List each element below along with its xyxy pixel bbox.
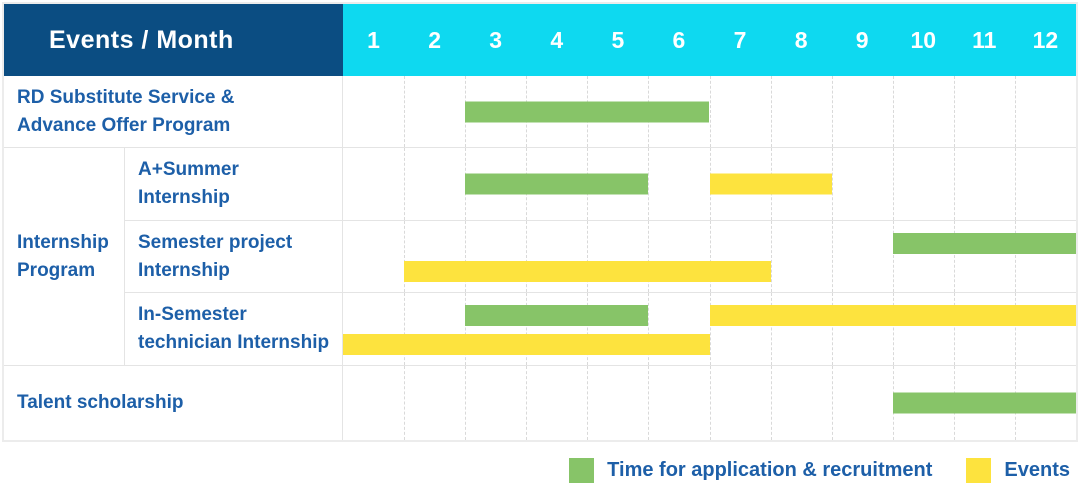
- table-body: RD Substitute Service & Advance Offer Pro…: [4, 76, 1076, 440]
- green-gantt-bar: [892, 392, 1076, 414]
- month-grid-line: [587, 366, 589, 440]
- green-gantt-bar: [892, 233, 1076, 254]
- row-label: RD Substitute Service & Advance Offer Pro…: [4, 76, 343, 148]
- month-grid-line: [892, 76, 894, 147]
- row-chart-area: [343, 366, 1076, 440]
- month-grid-line: [892, 293, 894, 365]
- yellow-gantt-bar: [709, 173, 832, 195]
- month-tick: 1: [367, 26, 380, 53]
- month-grid-line: [1014, 148, 1016, 220]
- month-tick: 9: [855, 26, 869, 53]
- sub-row-label-line: Semester project: [138, 231, 293, 253]
- month-tick: 7: [733, 26, 747, 53]
- month-grid-line: [709, 293, 711, 365]
- sub-row-label: Semester project Internship: [125, 221, 343, 293]
- month-grid-line: [892, 221, 894, 292]
- sub-row-label: In-Semester technician Internship: [125, 293, 343, 366]
- month-grid-line: [953, 148, 955, 220]
- month-tick: 3: [489, 26, 503, 53]
- month-grid-line: [648, 148, 650, 220]
- month-grid-line: [648, 221, 650, 292]
- month-grid-line: [953, 76, 955, 147]
- table-header-row: Events / Month 1 2 3 4 5 6 7 8 9 10 11 12: [4, 4, 1076, 76]
- month-grid-line: [648, 293, 650, 365]
- month-grid-line: [1014, 221, 1016, 292]
- month-grid-line: [526, 293, 528, 365]
- green-gantt-bar: [465, 101, 710, 122]
- group-label-line: Program: [17, 259, 96, 281]
- row-label-line: RD Substitute Service &: [17, 86, 235, 108]
- row-label-line: Talent scholarship: [17, 392, 184, 413]
- month-tick: 4: [550, 26, 564, 53]
- sub-row-label-line: A+Summer: [138, 159, 239, 180]
- month-grid-line: [831, 148, 833, 220]
- legend-label: Time for application & recruitment: [607, 458, 933, 481]
- sub-row-label-line: In-Semester: [138, 304, 247, 325]
- month-grid-line: [953, 221, 955, 292]
- month-tick: 8: [794, 26, 808, 53]
- month-grid-line: [404, 148, 406, 220]
- row-chart-area: [343, 221, 1076, 293]
- month-grid-line: [709, 366, 711, 440]
- month-grid-line: [831, 221, 833, 292]
- legend: Time for application & recruitment Events: [569, 452, 1070, 488]
- group-label-line: Internship: [17, 231, 109, 253]
- events-month-header-title: Events / Month: [4, 4, 343, 76]
- month-tick: 12: [1032, 26, 1059, 53]
- row-label-line: Advance Offer Program: [17, 114, 231, 136]
- month-tick: 6: [672, 26, 686, 53]
- month-grid-line: [770, 76, 772, 147]
- legend-label: Events: [1004, 458, 1070, 481]
- green-legend-swatch-icon: [569, 457, 595, 483]
- yellow-gantt-bar: [343, 334, 710, 355]
- month-grid-line: [953, 293, 955, 365]
- month-header: 1 2 3 4 5 6 7 8 9 10 11 12: [343, 4, 1076, 76]
- month-grid-line: [465, 221, 467, 292]
- month-grid-line: [648, 366, 650, 440]
- month-grid-line: [831, 366, 833, 440]
- month-grid-line: [404, 293, 406, 365]
- events-month-table: Events / Month 1 2 3 4 5 6 7 8 9 10 11 12 RD Substi…: [2, 2, 1078, 442]
- row-label: Talent scholarship: [4, 366, 343, 440]
- sub-row-label-line: Internship: [138, 187, 230, 208]
- month-grid-line: [770, 366, 772, 440]
- month-grid-line: [770, 293, 772, 365]
- legend-item-yellow: Events: [966, 457, 1070, 483]
- month-tick: 5: [611, 26, 625, 53]
- row-chart-area: [343, 76, 1076, 148]
- green-gantt-bar: [465, 173, 649, 195]
- month-grid-line: [770, 221, 772, 292]
- row-chart-area: [343, 293, 1076, 366]
- month-grid-line: [831, 76, 833, 147]
- month-grid-line: [892, 148, 894, 220]
- sub-row-label: A+Summer Internship: [125, 148, 343, 221]
- yellow-legend-swatch-icon: [966, 457, 992, 483]
- sub-row-label-line: technician Internship: [138, 332, 330, 353]
- month-grid-line: [1014, 293, 1016, 365]
- yellow-gantt-bar: [404, 261, 771, 282]
- month-grid-line: [404, 76, 406, 147]
- yellow-gantt-bar: [709, 305, 1076, 326]
- month-grid-line: [465, 293, 467, 365]
- month-grid-line: [526, 366, 528, 440]
- month-grid-line: [1014, 76, 1016, 147]
- month-grid-line: [465, 366, 467, 440]
- month-grid-line: [587, 221, 589, 292]
- month-tick: 2: [428, 26, 442, 53]
- month-grid-line: [404, 366, 406, 440]
- month-grid-line: [526, 221, 528, 292]
- row-chart-area: [343, 148, 1076, 221]
- month-grid-line: [709, 76, 711, 147]
- group-label: Internship Program: [4, 148, 125, 366]
- month-tick: 10: [910, 26, 937, 53]
- month-grid-line: [587, 293, 589, 365]
- month-tick: 11: [972, 26, 997, 53]
- legend-item-green: Time for application & recruitment: [569, 457, 933, 483]
- month-grid-line: [709, 221, 711, 292]
- sub-row-label-line: Internship: [138, 259, 230, 281]
- month-grid-line: [831, 293, 833, 365]
- green-gantt-bar: [465, 305, 649, 326]
- month-grid-line: [404, 221, 406, 292]
